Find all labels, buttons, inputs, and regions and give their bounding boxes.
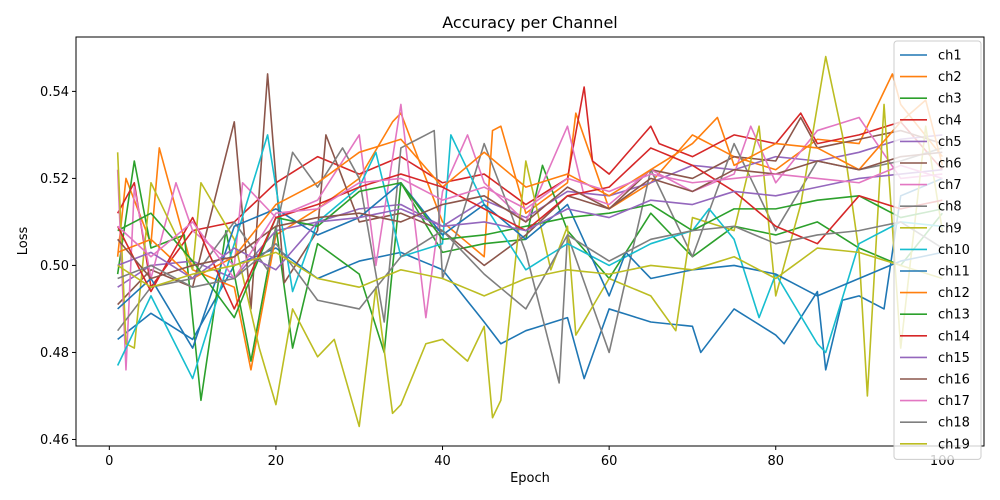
legend-label-ch11: ch11 bbox=[938, 265, 970, 280]
series-line-ch17 bbox=[117, 164, 943, 280]
series-line-ch14 bbox=[116, 147, 943, 310]
series-line-ch16 bbox=[117, 151, 943, 280]
legend-label-ch3: ch3 bbox=[938, 92, 962, 107]
legend-label-ch2: ch2 bbox=[938, 70, 962, 85]
legend-label-ch7: ch7 bbox=[938, 178, 962, 193]
series-line-ch12 bbox=[117, 99, 944, 280]
y-tick-label: 0.48 bbox=[40, 346, 69, 361]
x-tick-label: 40 bbox=[434, 454, 451, 469]
series-line-ch2 bbox=[116, 73, 943, 371]
y-tick-label: 0.54 bbox=[40, 85, 69, 100]
y-tick-label: 0.50 bbox=[40, 259, 69, 274]
legend-label-ch12: ch12 bbox=[938, 286, 970, 301]
legend-label-ch9: ch9 bbox=[938, 221, 962, 236]
legend-label-ch19: ch19 bbox=[938, 437, 970, 452]
x-axis-label: Epoch bbox=[510, 471, 550, 486]
x-tick-label: 0 bbox=[105, 454, 113, 469]
y-axis-ticks: 0.46 0.48 0.50 0.52 0.54 bbox=[40, 85, 76, 448]
series-group bbox=[116, 55, 944, 428]
series-line-ch9 bbox=[116, 55, 944, 428]
x-tick-label: 60 bbox=[601, 454, 618, 469]
y-axis-label: Loss bbox=[16, 227, 31, 256]
x-axis-ticks: 0 20 40 60 80 100 bbox=[105, 446, 955, 469]
y-tick-label: 0.52 bbox=[40, 172, 69, 187]
series-line-ch19 bbox=[117, 247, 943, 297]
legend-label-ch8: ch8 bbox=[938, 200, 962, 215]
plot-frame bbox=[75, 36, 985, 447]
series-line-ch4 bbox=[116, 86, 943, 288]
legend-label-ch17: ch17 bbox=[938, 394, 970, 409]
plot-area bbox=[75, 36, 985, 447]
chart-title: Accuracy per Channel bbox=[442, 13, 617, 32]
series-line-ch18 bbox=[117, 221, 943, 310]
legend-box bbox=[893, 40, 982, 460]
series-line-ch3 bbox=[116, 160, 943, 402]
legend-label-ch5: ch5 bbox=[938, 135, 962, 150]
legend-label-ch13: ch13 bbox=[938, 308, 970, 323]
y-tick-label: 0.46 bbox=[40, 433, 69, 448]
legend-label-ch14: ch14 bbox=[938, 329, 970, 344]
legend-label-ch15: ch15 bbox=[938, 351, 970, 366]
series-line-ch11 bbox=[117, 181, 943, 349]
legend: ch1 ch2 ch3 ch4 ch5 ch6 ch7 ch8 ch9 ch10 ch11 ch12 c… bbox=[893, 40, 982, 460]
series-line-ch6 bbox=[117, 73, 943, 310]
legend-label-ch16: ch16 bbox=[938, 373, 970, 388]
legend-label-ch18: ch18 bbox=[938, 416, 970, 431]
series-line-ch13 bbox=[117, 181, 943, 319]
legend-label-ch6: ch6 bbox=[938, 157, 962, 172]
legend-label-ch4: ch4 bbox=[938, 113, 962, 128]
legend-label-ch10: ch10 bbox=[938, 243, 970, 258]
legend-label-ch1: ch1 bbox=[938, 49, 962, 64]
series-line-ch10 bbox=[116, 134, 943, 380]
x-tick-label: 80 bbox=[767, 454, 784, 469]
x-tick-label: 20 bbox=[268, 454, 285, 469]
